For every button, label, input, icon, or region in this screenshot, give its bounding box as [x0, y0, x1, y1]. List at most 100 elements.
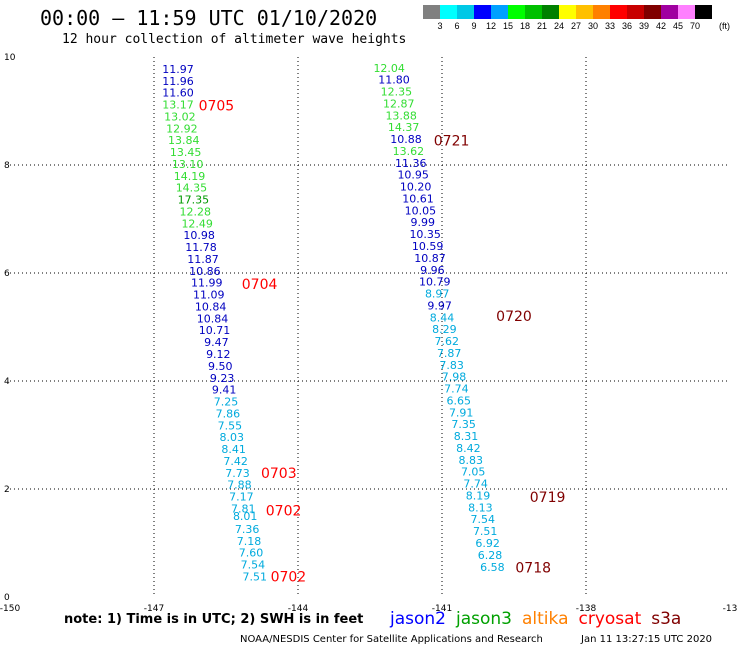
color-legend: (ft) 3 6 9 12 15 18 21 24 27 30 33 36 39 42 45 70	[423, 5, 740, 33]
wave-height-value: 8.42	[456, 442, 481, 455]
wave-height-value: 6.92	[475, 537, 500, 550]
wave-height-value: 9.50	[208, 360, 233, 373]
legend-label: 21	[536, 21, 548, 31]
legend-label: 33	[604, 21, 616, 31]
wave-height-value: 7.88	[227, 479, 252, 492]
wave-height-value: 9.12	[206, 348, 231, 361]
legend-swatch	[695, 5, 712, 19]
legend-labels: (ft) 3 6 9 12 15 18 21 24 27 30 33 36 39 42 45 70	[423, 19, 740, 33]
wave-height-value: 7.62	[435, 335, 460, 348]
time-label: 0720	[496, 309, 532, 325]
wave-height-value: 9.96	[420, 264, 445, 277]
wave-height-value: 11.78	[185, 241, 217, 254]
y-tick-label: 2	[4, 485, 10, 495]
legend-swatch	[661, 5, 678, 19]
wave-height-value: 12.92	[166, 122, 198, 135]
wave-height-value: 10.84	[195, 300, 227, 313]
y-tick-label: 10	[4, 53, 16, 63]
wave-height-value: 7.91	[449, 406, 474, 419]
wave-height-value: 7.35	[451, 418, 476, 431]
x-tick-label: -144	[288, 604, 309, 614]
wave-height-value: 13.45	[170, 146, 202, 159]
time-label: 0721	[434, 134, 470, 150]
wave-height-value: 7.87	[437, 347, 462, 360]
wave-height-value: 7.73	[225, 467, 250, 480]
legend-swatch	[474, 5, 491, 19]
x-tick-label: -141	[432, 604, 452, 614]
satellite-legend-jason3: jason3	[456, 609, 512, 629]
satellite-legend: jason2 jason3 altika cryosat s3a	[390, 609, 681, 629]
satellite-legend-s3a: s3a	[651, 609, 682, 629]
wave-height-value: 10.71	[199, 324, 231, 337]
wave-height-value: 17.35	[178, 194, 210, 207]
wave-height-value: 10.84	[197, 312, 229, 325]
time-label: 0702	[271, 569, 307, 585]
wave-height-value: 12.87	[383, 97, 415, 110]
legend-label: 42	[655, 21, 667, 31]
time-label: 0704	[242, 277, 278, 293]
y-tick-label: 4	[4, 377, 10, 387]
x-tick-label: -13	[723, 604, 738, 614]
legend-label: 39	[638, 21, 650, 31]
page-subtitle: 12 hour collection of altimeter wave hei…	[62, 32, 407, 47]
wave-height-value: 8.44	[430, 311, 455, 324]
wave-height-value: 7.18	[237, 535, 262, 548]
legend-label: 3	[437, 21, 443, 31]
wave-height-value: 14.35	[176, 182, 208, 195]
legend-label: 30	[587, 21, 599, 31]
legend-label: 15	[502, 21, 514, 31]
wave-height-value: 14.37	[388, 121, 420, 134]
wave-height-value: 9.97	[427, 299, 452, 312]
wave-height-value: 7.54	[471, 513, 496, 526]
wave-height-value: 7.83	[439, 359, 464, 372]
wave-height-value: 10.95	[397, 169, 429, 182]
legend-label: 36	[621, 21, 633, 31]
legend-swatch	[423, 5, 440, 19]
wave-height-value: 10.88	[390, 133, 422, 146]
wave-height-value: 12.35	[381, 86, 413, 99]
wave-height-value: 10.59	[412, 240, 444, 253]
wave-height-value: 8.29	[432, 323, 457, 336]
wave-height-value: 7.74	[444, 383, 469, 396]
satellite-legend-cryosat: cryosat	[578, 609, 642, 629]
timestamp-text: Jan 11 13:27:15 UTC 2020	[581, 634, 713, 645]
legend-swatch	[644, 5, 661, 19]
wave-height-value: 11.80	[378, 74, 410, 87]
wave-height-value: 7.36	[235, 523, 260, 536]
wave-height-value: 8.83	[459, 454, 484, 467]
legend-swatch	[525, 5, 542, 19]
wave-height-value: 8.03	[220, 431, 245, 444]
x-tick-label: -150	[0, 604, 20, 614]
credit-text: NOAA/NESDIS Center for Satellite Applica…	[240, 634, 543, 645]
wave-height-value: 13.84	[168, 134, 200, 147]
legend-swatch	[491, 5, 508, 19]
legend-label: 12	[485, 21, 497, 31]
wave-height-value: 13.62	[393, 145, 425, 158]
wave-height-value: 12.04	[373, 62, 405, 75]
x-tick-label: -138	[576, 604, 597, 614]
wave-height-value: 10.61	[402, 192, 434, 205]
wave-height-value: 6.28	[478, 549, 503, 562]
wave-height-value: 12.28	[180, 205, 212, 218]
legend-swatch	[559, 5, 576, 19]
wave-height-value: 11.09	[193, 289, 225, 302]
wave-height-value: 10.87	[414, 252, 446, 265]
legend-swatch	[440, 5, 457, 19]
wave-height-value: 8.97	[425, 288, 450, 301]
wave-height-value: 7.98	[442, 371, 467, 384]
wave-height-value: 7.51	[243, 570, 268, 583]
wave-height-value: 8.01	[233, 510, 258, 523]
legend-label: 9	[471, 21, 477, 31]
wave-height-value: 9.23	[210, 372, 235, 385]
wave-height-value: 10.98	[183, 229, 215, 242]
wave-height-value: 9.47	[204, 336, 229, 349]
wave-height-value: 11.96	[162, 75, 194, 88]
wave-height-value: 8.31	[454, 430, 479, 443]
page-title: 00:00 – 11:59 UTC 01/10/2020	[40, 6, 378, 30]
legend-label: 6	[454, 21, 460, 31]
wave-height-value: 7.60	[239, 547, 264, 560]
y-tick-label: 6	[4, 269, 10, 279]
legend-label: 24	[553, 21, 565, 31]
legend-swatch	[576, 5, 593, 19]
